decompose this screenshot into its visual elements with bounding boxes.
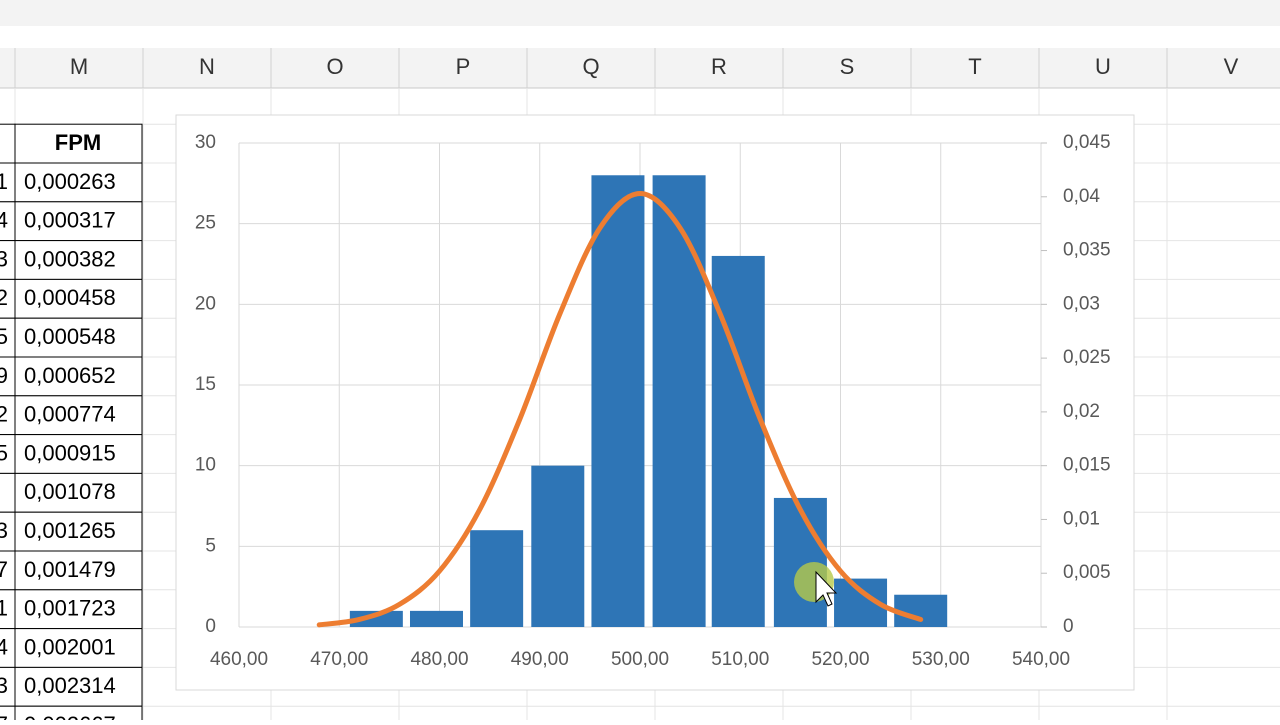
bar: [591, 175, 645, 627]
y-tick-label: 10: [195, 455, 216, 476]
x-tick-label: 530,00: [912, 649, 970, 670]
cell: [14, 395, 143, 436]
cell-value-partial: 2: [0, 285, 8, 310]
column-header: T: [968, 54, 981, 79]
cell-value: 0,002001: [24, 634, 116, 659]
y-tick-label: 0: [205, 616, 216, 637]
cell-left: [0, 472, 16, 513]
y2-tick-label: 0,04: [1063, 186, 1100, 207]
cell: [14, 511, 143, 552]
cell-value-partial: 4: [0, 634, 8, 659]
bar: [773, 497, 827, 627]
column-header-bar: [0, 48, 1280, 88]
y2-tick-label: 0,01: [1063, 508, 1100, 529]
cell-value-partial: 2: [0, 402, 8, 427]
column-header: P: [456, 54, 471, 79]
x-tick-label: 480,00: [410, 649, 468, 670]
header-cell-left: [0, 123, 16, 164]
cell: [14, 434, 143, 474]
cell-value: 0,000774: [24, 402, 116, 427]
bar: [409, 610, 463, 627]
x-tick-label: 510,00: [711, 649, 769, 670]
cell-value: 0,002667: [24, 712, 116, 720]
column-title: FPM: [55, 130, 101, 155]
y2-tick-label: 0,03: [1063, 293, 1100, 314]
y2-tick-label: 0,025: [1063, 347, 1111, 368]
x-tick-label: 490,00: [511, 649, 569, 670]
mouse-cursor: [815, 570, 838, 607]
cell-value-partial: 1: [0, 169, 8, 194]
column-header: R: [711, 54, 727, 79]
x-tick-label: 540,00: [1012, 649, 1070, 670]
x-tick-label: 470,00: [310, 649, 368, 670]
cell-value: 0,001723: [24, 596, 116, 621]
y2-tick-label: 0,035: [1063, 240, 1111, 261]
bar: [652, 175, 706, 627]
column-header: V: [1224, 54, 1239, 79]
cell-value: 0,000548: [24, 324, 116, 349]
bar: [349, 610, 403, 627]
cell-value: 0,000317: [24, 208, 116, 233]
cell-value-partial: 1: [0, 596, 8, 621]
cell: [14, 317, 143, 358]
column-header: Q: [582, 54, 599, 79]
cell-value-partial: 7: [0, 557, 8, 582]
x-tick-label: 460,00: [210, 649, 268, 670]
cell-value-partial: 5: [0, 324, 8, 349]
y-tick-label: 15: [195, 374, 216, 395]
column-header: S: [840, 54, 855, 79]
x-tick-label: 500,00: [611, 649, 669, 670]
cell-value: 0,000263: [24, 169, 116, 194]
bar: [531, 465, 585, 627]
cell-value-partial: 5: [0, 440, 8, 465]
cell: [14, 589, 143, 630]
cell-value: 0,000458: [24, 285, 116, 310]
y-tick-label: 30: [195, 132, 216, 153]
cell-value-partial: 3: [0, 673, 8, 698]
cell-value-partial: 3: [0, 518, 8, 543]
cell-value: 0,000652: [24, 363, 116, 388]
y2-tick-label: 0: [1063, 616, 1074, 637]
header-cell: [14, 123, 143, 164]
cell: [14, 666, 143, 707]
cell: [14, 162, 143, 203]
y-tick-label: 25: [195, 213, 216, 234]
x-tick-label: 520,00: [811, 649, 869, 670]
column-header: U: [1095, 54, 1111, 79]
y-tick-label: 20: [195, 293, 216, 314]
cell: [14, 201, 143, 242]
cell-value: 0,001265: [24, 518, 116, 543]
y2-tick-label: 0,005: [1063, 562, 1111, 583]
cell-value-partial: 9: [0, 363, 8, 388]
toolbar-strip: [0, 0, 1280, 26]
bar: [894, 594, 948, 627]
cell-value: 0,002314: [24, 673, 116, 698]
cell: [14, 278, 143, 319]
y2-tick-label: 0,045: [1063, 132, 1111, 153]
bar: [470, 530, 524, 627]
cell-value: 0,000915: [24, 440, 116, 465]
cell-value: 0,001479: [24, 557, 116, 582]
cell-value: 0,000382: [24, 246, 116, 271]
line: [316, 191, 924, 628]
cell-value-partial: 4: [0, 208, 8, 233]
cell-value-partial: 3: [0, 246, 8, 271]
y-tick-label: 5: [205, 535, 216, 556]
y2-tick-label: 0,02: [1063, 401, 1100, 422]
cell: [14, 628, 143, 668]
cell-value-partial: 7: [0, 712, 8, 720]
column-header: O: [326, 54, 343, 79]
y2-tick-label: 0,015: [1063, 455, 1111, 476]
column-header: M: [70, 54, 88, 79]
cell-value: 0,001078: [24, 479, 116, 504]
column-header: N: [199, 54, 215, 79]
